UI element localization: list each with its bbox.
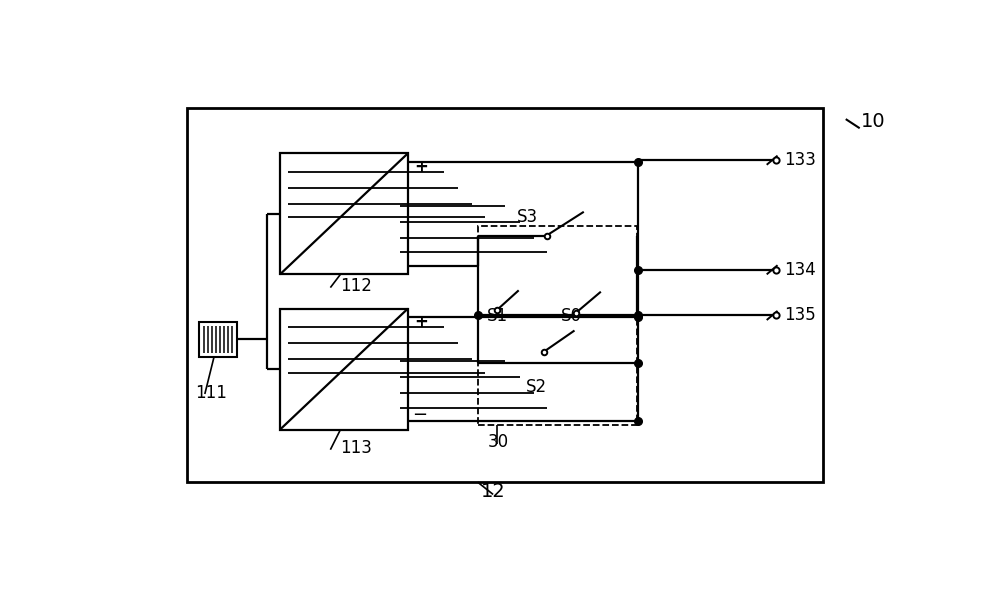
Bar [199, 323, 237, 356]
Text: 113: 113 [340, 439, 372, 457]
Text: 112: 112 [340, 277, 372, 295]
Text: 133: 133 [784, 151, 816, 169]
Bar [280, 308, 408, 429]
Text: +: + [414, 158, 428, 176]
Text: 134: 134 [784, 261, 816, 279]
Bar [478, 227, 637, 425]
Text: S3: S3 [516, 208, 538, 227]
Text: −: − [412, 406, 427, 424]
Text: 12: 12 [481, 482, 506, 501]
Bar [187, 108, 822, 482]
Text: 135: 135 [784, 307, 816, 324]
Text: +: + [414, 313, 428, 331]
Text: 111: 111 [195, 384, 227, 402]
Text: 30: 30 [488, 433, 509, 451]
Text: S2: S2 [526, 378, 547, 396]
Text: 10: 10 [861, 111, 886, 130]
Bar [280, 154, 408, 275]
Text: S0: S0 [561, 307, 582, 325]
Text: S1: S1 [487, 307, 508, 325]
